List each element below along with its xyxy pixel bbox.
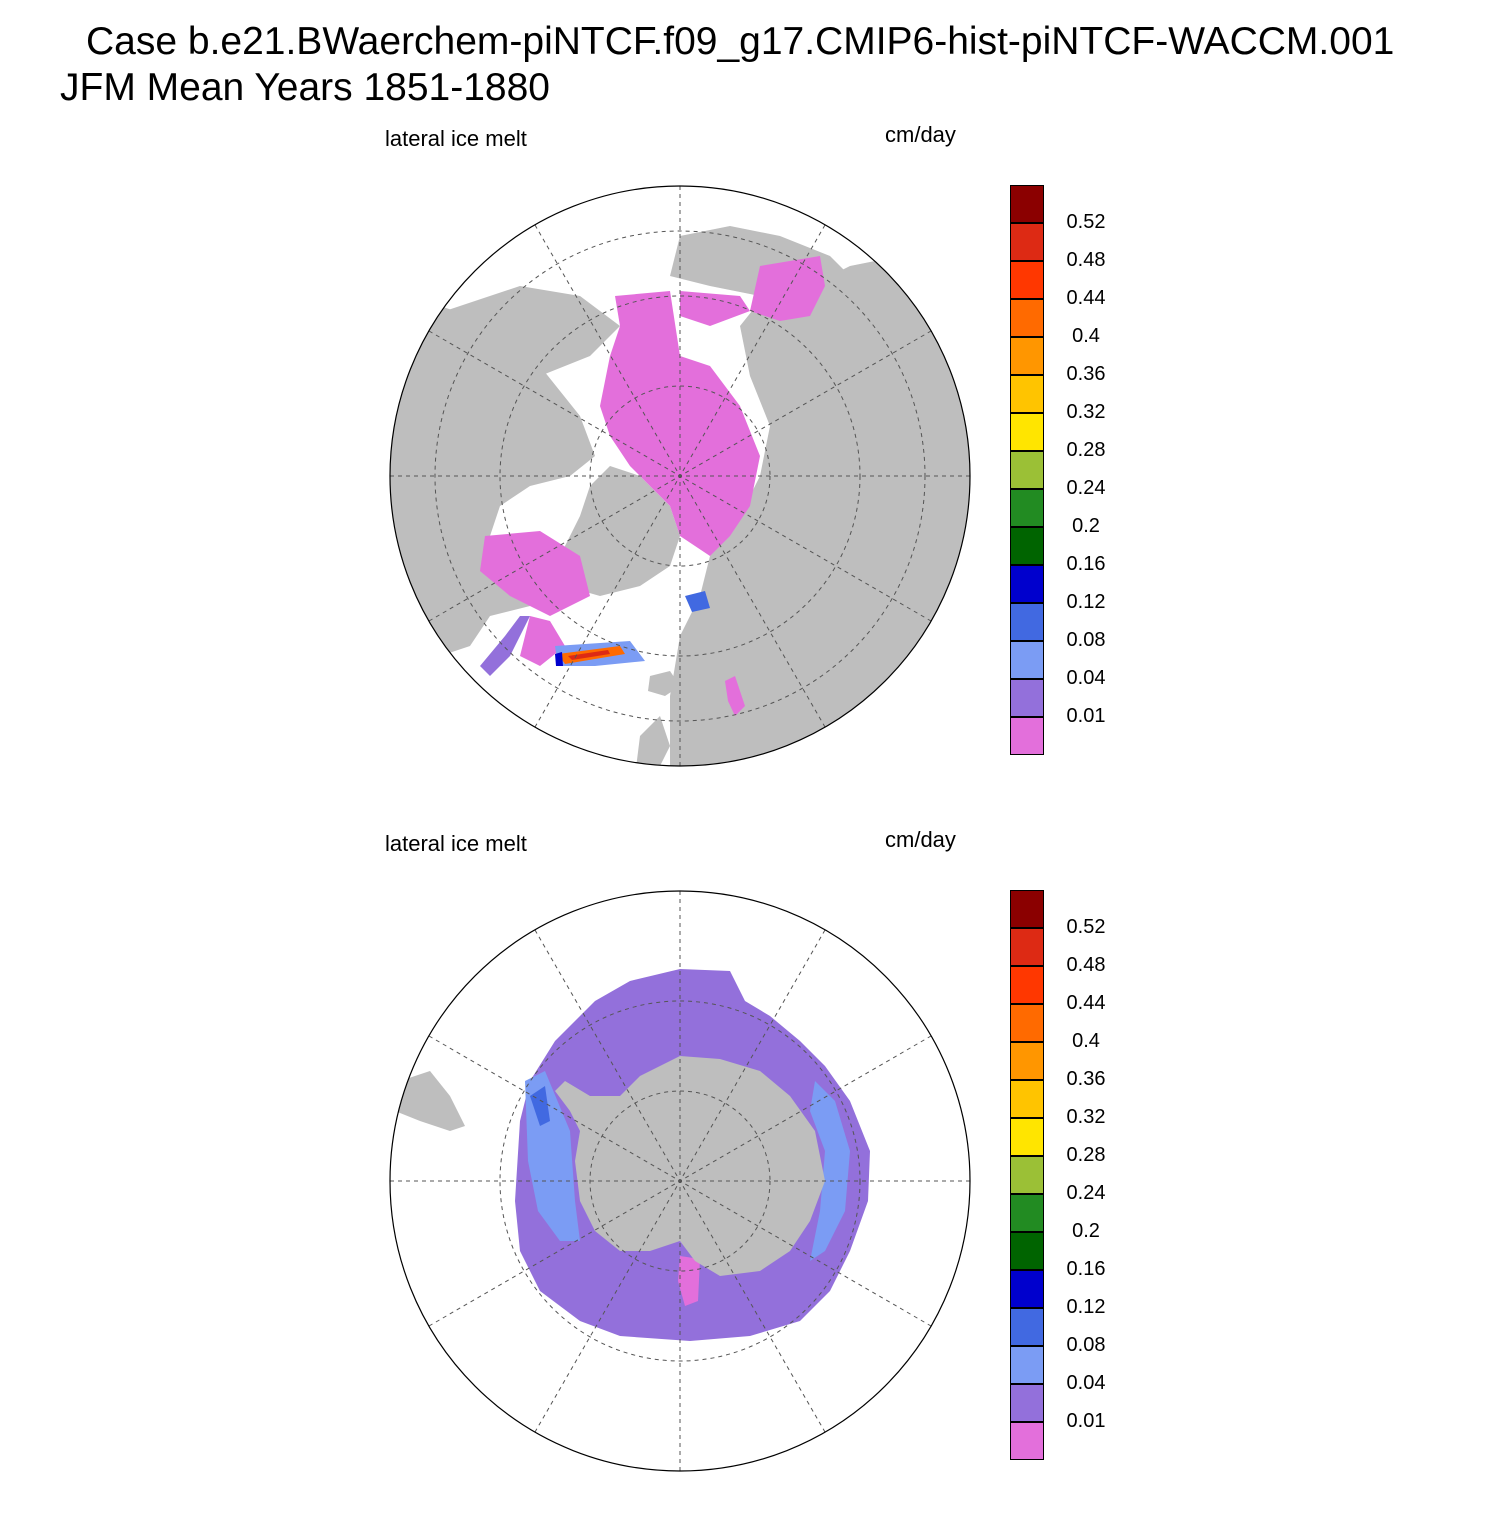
land-antarctica — [555, 1056, 825, 1276]
colorbar-tick-label: 0.52 — [1066, 916, 1106, 938]
map-border — [389, 185, 971, 767]
colorbar-swatch — [1010, 527, 1044, 565]
colorbar-tick-label: 0.16 — [1066, 1258, 1106, 1280]
melt-band-ross-pink — [678, 1256, 700, 1306]
land-iceland — [648, 671, 680, 696]
melt-band-labrador-sea — [480, 616, 530, 676]
colorbar-swatch — [1010, 565, 1044, 603]
unit-label: cm/day — [885, 827, 956, 852]
colorbar-swatch — [1010, 1346, 1044, 1384]
colorbar-swatch — [1010, 1042, 1044, 1080]
colorbar-tick-label: 0.04 — [1066, 667, 1106, 689]
land-eurasia — [670, 256, 970, 766]
colorbar-tick-label: 0.48 — [1066, 954, 1106, 976]
colorbar-tick-label: 0.16 — [1066, 553, 1106, 575]
colorbar-swatch — [1010, 1118, 1044, 1156]
melt-band-peninsula — [530, 1086, 550, 1126]
colorbar-swatch — [1010, 299, 1044, 337]
colorbar-tick-label: 0.4 — [1072, 1030, 1100, 1052]
colorbar-tick-label: 0.4 — [1072, 325, 1100, 347]
colorbar-swatch — [1010, 1080, 1044, 1118]
land-british-isles — [635, 716, 670, 766]
colorbar-tick-label: 0.01 — [1066, 705, 1106, 727]
colorbar-swatch — [1010, 1422, 1044, 1460]
south-polar-map — [389, 890, 971, 1472]
variable-label: lateral ice melt — [385, 126, 527, 151]
colorbar-tick-label: 0.44 — [1066, 992, 1106, 1014]
melt-band-peak — [568, 650, 610, 660]
sea-ice-east-siberian — [680, 291, 750, 326]
colorbar-tick-label: 0.08 — [1066, 1334, 1106, 1356]
colorbar-tick-label: 0.2 — [1072, 1220, 1100, 1242]
colorbar-swatch — [1010, 1156, 1044, 1194]
sea-ice-arctic — [600, 291, 760, 556]
colorbar-swatch — [1010, 603, 1044, 641]
colorbar-swatch — [1010, 1308, 1044, 1346]
colorbar-swatch — [1010, 337, 1044, 375]
south-polar-panel: lateral ice melt cm/day — [0, 815, 1500, 1515]
land-south-america — [395, 1071, 465, 1131]
colorbar-tick-label: 0.36 — [1066, 1068, 1106, 1090]
colorbar-tick-label: 0.52 — [1066, 211, 1106, 233]
sea-ice-hudson-bay — [480, 531, 590, 616]
colorbar-swatch — [1010, 261, 1044, 299]
colorbar-swatch — [1010, 966, 1044, 1004]
colorbar-swatch — [1010, 717, 1044, 755]
sea-ice-labrador — [520, 616, 565, 666]
colorbar-swatch — [1010, 928, 1044, 966]
melt-band-east — [810, 1081, 850, 1261]
melt-band-svalbard — [685, 591, 710, 612]
colorbar-tick-label: 0.2 — [1072, 515, 1100, 537]
melt-band-low — [555, 652, 563, 666]
colorbar-swatch — [1010, 223, 1044, 261]
colorbar-tick-label: 0.28 — [1066, 1144, 1106, 1166]
colorbar-swatch — [1010, 1004, 1044, 1042]
colorbar-tick-label: 0.24 — [1066, 1182, 1106, 1204]
colorbar-swatch — [1010, 1194, 1044, 1232]
colorbar-tick-label: 0.28 — [1066, 439, 1106, 461]
north-polar-panel: lateral ice melt cm/day — [0, 110, 1500, 810]
unit-label: cm/day — [885, 122, 956, 147]
colorbar-tick-label: 0.44 — [1066, 287, 1106, 309]
colorbar-tick-label: 0.12 — [1066, 1296, 1106, 1318]
colorbar-tick-label: 0.32 — [1066, 401, 1106, 423]
colorbar-swatch — [1010, 890, 1044, 928]
colorbar-swatch — [1010, 1270, 1044, 1308]
colorbar-tick-label: 0.08 — [1066, 629, 1106, 651]
colorbar-swatch — [1010, 1384, 1044, 1422]
colorbar-tick-label: 0.32 — [1066, 1106, 1106, 1128]
figure-subtitle: JFM Mean Years 1851-1880 — [60, 66, 550, 109]
variable-label: lateral ice melt — [385, 831, 527, 856]
colorbar-swatch — [1010, 413, 1044, 451]
colorbar-tick-label: 0.48 — [1066, 249, 1106, 271]
sea-ice-bering — [750, 256, 825, 321]
colorbar-swatch — [1010, 641, 1044, 679]
sea-ice-baltic — [725, 676, 745, 716]
colorbar-swatch — [1010, 451, 1044, 489]
graticule — [390, 186, 970, 766]
colorbar-swatch — [1010, 185, 1044, 223]
north-polar-map — [389, 185, 971, 767]
colorbar-swatch — [1010, 679, 1044, 717]
graticule — [390, 891, 970, 1471]
figure-title: Case b.e21.BWaerchem-piNTCF.f09_g17.CMIP… — [86, 20, 1395, 63]
colorbar-tick-label: 0.01 — [1066, 1410, 1106, 1432]
colorbar-swatch — [1010, 375, 1044, 413]
colorbar-swatch — [1010, 489, 1044, 527]
colorbar-swatch — [1010, 1232, 1044, 1270]
map-border — [389, 890, 971, 1472]
colorbar-tick-label: 0.12 — [1066, 591, 1106, 613]
colorbar-tick-label: 0.04 — [1066, 1372, 1106, 1394]
colorbar-tick-label: 0.36 — [1066, 363, 1106, 385]
land-greenland — [560, 466, 680, 596]
colorbar-tick-label: 0.24 — [1066, 477, 1106, 499]
land-north-america-upper — [430, 286, 620, 376]
